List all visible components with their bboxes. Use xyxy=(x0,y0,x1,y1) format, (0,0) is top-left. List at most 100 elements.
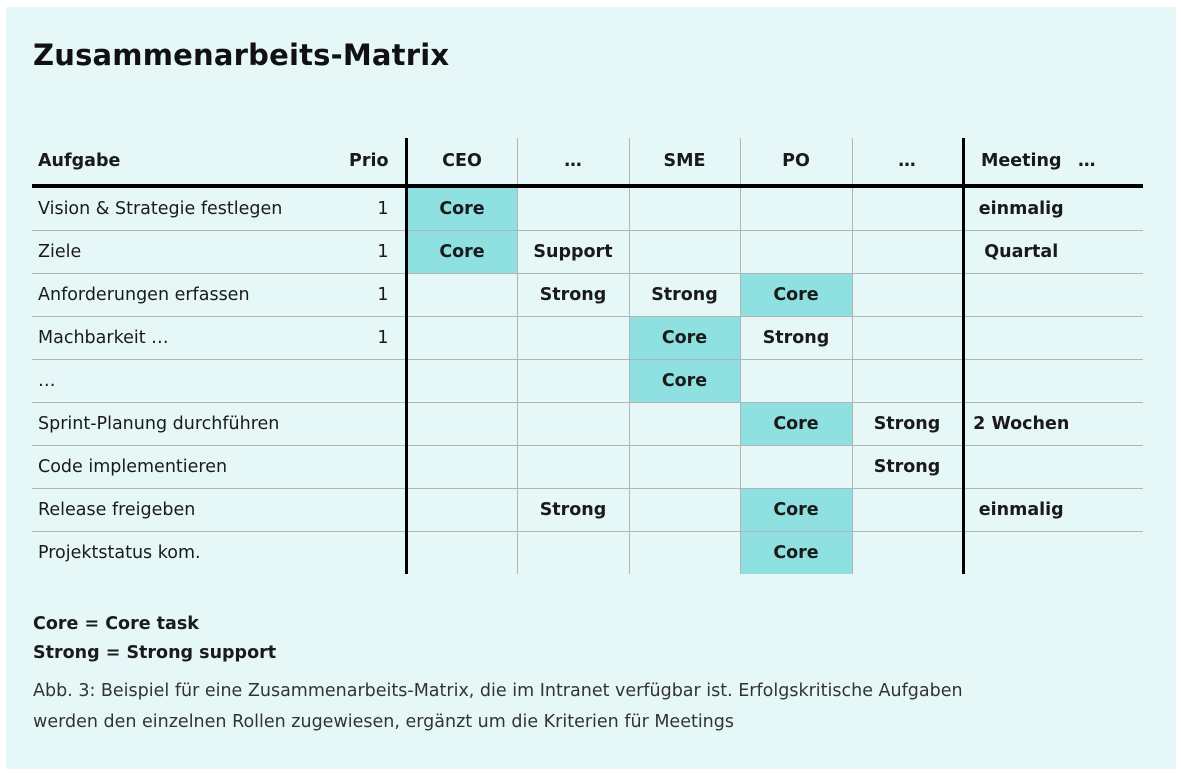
table-row: Code implementieren Strong xyxy=(32,445,1143,489)
prio-cell: 1 xyxy=(377,285,389,305)
role-cell xyxy=(851,359,963,403)
role-cell: Strong xyxy=(516,488,629,532)
task-cell: … xyxy=(38,371,56,391)
prio-cell: 1 xyxy=(377,328,389,348)
header-role: SME xyxy=(628,138,740,186)
role-cell xyxy=(739,445,852,489)
role-cell: Core xyxy=(404,186,517,231)
role-cell: Core xyxy=(739,402,852,446)
meeting-cell xyxy=(961,531,1078,574)
task-cell: Projektstatus kom. xyxy=(38,543,201,563)
extra-cell xyxy=(1078,446,1143,489)
extra-cell xyxy=(1078,231,1143,274)
task-cell: Anforderungen erfassen xyxy=(38,285,250,305)
role-cell xyxy=(516,531,629,574)
role-cell xyxy=(739,186,852,231)
role-cell: Strong xyxy=(851,445,963,489)
prio-cell xyxy=(336,532,406,575)
task-cell: Machbarkeit … xyxy=(38,328,169,348)
role-cell xyxy=(851,488,963,532)
header-meeting: Meeting xyxy=(961,138,1078,186)
task-cell: Ziele xyxy=(38,242,82,262)
legend-strong: Strong = Strong support xyxy=(33,643,277,663)
role-cell xyxy=(628,186,740,231)
legend-core: Core = Core task xyxy=(33,614,199,634)
role-cell xyxy=(628,445,740,489)
task-cell: Release freigeben xyxy=(38,500,196,520)
role-cell xyxy=(628,402,740,446)
extra-cell xyxy=(1078,360,1143,403)
prio-cell xyxy=(336,489,406,532)
table-row: Sprint-Planung durchführen Core Strong 2 Wo… xyxy=(32,402,1143,446)
table-row: Anforderungen erfassen 1 Strong Strong Core xyxy=(32,273,1143,317)
role-cell xyxy=(628,230,740,274)
role-cell xyxy=(404,359,517,403)
meeting-cell xyxy=(961,316,1078,360)
role-cell xyxy=(851,186,963,231)
role-cell xyxy=(516,445,629,489)
header-extra: … xyxy=(1078,151,1096,171)
extra-cell xyxy=(1078,532,1143,575)
header-role: PO xyxy=(739,138,852,186)
task-cell: Vision & Strategie festlegen xyxy=(38,199,283,219)
role-cell: Core xyxy=(739,488,852,532)
table-row: Release freigeben Strong Core einmalig xyxy=(32,488,1143,532)
meeting-cell xyxy=(961,273,1078,317)
header-task: Aufgabe xyxy=(38,151,121,171)
role-cell xyxy=(516,186,629,231)
table-row: … Core xyxy=(32,359,1143,403)
role-cell xyxy=(628,488,740,532)
header-role: … xyxy=(516,138,629,186)
figure-caption: Abb. 3: Beispiel für eine Zusammenarbeit… xyxy=(33,681,963,732)
role-cell xyxy=(516,316,629,360)
collaboration-matrix: Aufgabe Prio CEO … SME PO … Meeting … Vi… xyxy=(32,138,1143,574)
role-cell xyxy=(851,273,963,317)
role-cell: Strong xyxy=(851,402,963,446)
meeting-cell xyxy=(961,359,1078,403)
role-cell xyxy=(516,359,629,403)
role-cell: Strong xyxy=(516,273,629,317)
role-cell xyxy=(851,531,963,574)
meeting-cell: einmalig xyxy=(961,488,1078,532)
table-row: Vision & Strategie festlegen 1 Core einmali… xyxy=(32,186,1143,231)
role-cell xyxy=(739,359,852,403)
role-cell xyxy=(404,531,517,574)
table-row: Machbarkeit … 1 Core Strong xyxy=(32,316,1143,360)
prio-cell: 1 xyxy=(377,199,389,219)
role-cell: Support xyxy=(516,230,629,274)
role-cell xyxy=(404,445,517,489)
task-cell: Sprint-Planung durchführen xyxy=(38,414,280,434)
header-row: Aufgabe Prio CEO … SME PO … Meeting … xyxy=(32,138,1143,186)
role-cell xyxy=(404,402,517,446)
role-cell xyxy=(739,230,852,274)
role-cell xyxy=(404,488,517,532)
role-cell xyxy=(851,230,963,274)
meeting-cell xyxy=(961,445,1078,489)
role-cell: Core xyxy=(628,359,740,403)
role-cell: Core xyxy=(628,316,740,360)
extra-cell xyxy=(1078,317,1143,360)
role-cell: Strong xyxy=(628,273,740,317)
header-role: … xyxy=(851,138,963,186)
task-cell: Code implementieren xyxy=(38,457,228,477)
role-cell: Core xyxy=(404,230,517,274)
extra-cell xyxy=(1078,274,1143,317)
table-row: Ziele 1 Core Support Quartal xyxy=(32,230,1143,274)
prio-cell xyxy=(336,446,406,489)
meeting-cell: einmalig xyxy=(961,186,1078,231)
extra-cell xyxy=(1078,186,1143,231)
page-title: Zusammenarbeits-Matrix xyxy=(33,38,450,72)
role-cell xyxy=(851,316,963,360)
table-row: Projektstatus kom. Core xyxy=(32,531,1143,575)
extra-cell xyxy=(1078,489,1143,532)
role-cell: Core xyxy=(739,531,852,574)
header-role: CEO xyxy=(404,138,517,186)
role-cell: Core xyxy=(739,273,852,317)
extra-cell xyxy=(1078,403,1143,446)
meeting-cell: 2 Wochen xyxy=(961,402,1078,446)
role-cell xyxy=(516,402,629,446)
meeting-cell: Quartal xyxy=(961,230,1078,274)
role-cell: Strong xyxy=(739,316,852,360)
role-cell xyxy=(404,273,517,317)
header-prio: Prio xyxy=(349,151,389,171)
